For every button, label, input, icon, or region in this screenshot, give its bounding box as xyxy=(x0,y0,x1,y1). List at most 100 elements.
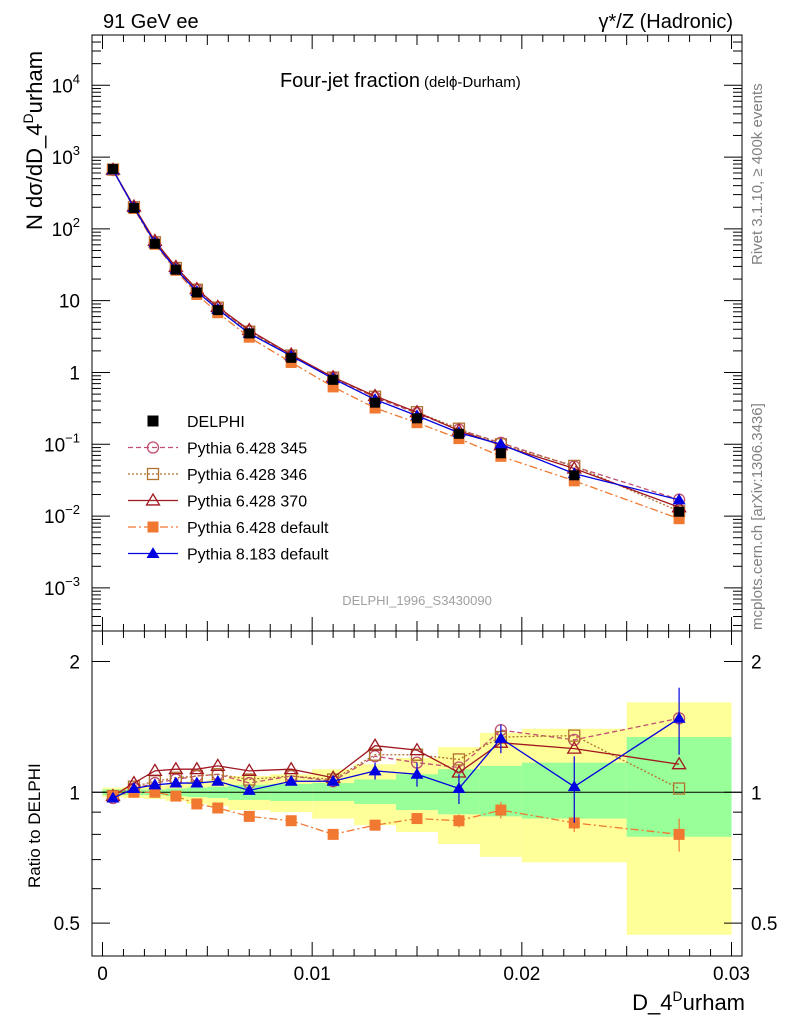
point-delphi xyxy=(128,203,139,214)
point-delphi xyxy=(674,506,685,517)
x-tick-label: 0 xyxy=(97,964,108,985)
point-delphi xyxy=(149,238,160,249)
ratio-point-pythia-6-428-370 xyxy=(409,742,425,756)
legend-marker-pythia-6-428-default xyxy=(147,521,159,533)
axis-ticks: 0 0.01 0.02 0.0310410310210110−110−210−30.5… xyxy=(44,34,777,985)
series-line-pythia-6-428-346 xyxy=(112,169,680,512)
ratio-point-pythia-6-428-default xyxy=(327,828,339,840)
ratio-point-pythia-6-428-370 xyxy=(367,737,383,751)
point-delphi xyxy=(286,352,297,363)
legend-label-pythia-8-183-default: Pythia 8.183 default xyxy=(187,547,329,564)
legend: DELPHI Pythia 6.428 345 Pythia 6.428 346 Py… xyxy=(128,414,329,564)
legend-marker-delphi xyxy=(147,415,159,427)
ratio-point-pythia-6-428-370 xyxy=(168,761,184,775)
ratio-point-pythia-6-428-370 xyxy=(566,740,582,754)
y-tick-label-ratio: 2 xyxy=(69,652,80,673)
ratio-point-pythia-8-183-default xyxy=(326,774,340,786)
point-delphi xyxy=(244,328,255,339)
point-delphi xyxy=(191,287,202,298)
mcplots-label: mcplots.cern.ch [arXiv:1306.3436] xyxy=(749,403,766,630)
top-series-group xyxy=(105,162,687,525)
ratio-point-pythia-6-428-default xyxy=(170,790,182,802)
y-tick-label-top: 1 xyxy=(69,363,80,384)
ratio-point-pythia-8-183-default xyxy=(148,778,162,790)
point-pythia-6-428-default xyxy=(369,402,381,414)
y-tick-label-top: 10 xyxy=(59,292,80,313)
ratio-point-pythia-8-183-default xyxy=(211,774,225,786)
chart-subtitle: (delϕ-Durham) xyxy=(424,74,521,91)
ratio-point-pythia-8-183-default xyxy=(106,791,120,803)
ratio-point-pythia-6-428-default xyxy=(149,786,161,798)
ratio-point-pythia-6-428-370 xyxy=(671,756,687,770)
ratio-point-pythia-8-183-default xyxy=(368,764,382,776)
legend-label-delphi: DELPHI xyxy=(187,414,245,431)
point-delphi xyxy=(412,413,422,424)
ratio-point-pythia-6-428-default xyxy=(212,802,224,814)
ratio-point-pythia-8-183-default xyxy=(190,776,204,788)
ratio-line-pythia-6-428-345 xyxy=(112,717,680,799)
ratio-point-pythia-6-428-default xyxy=(453,815,465,827)
y-tick-label-top: 10−2 xyxy=(44,502,80,528)
header-left: 91 GeV ee xyxy=(103,11,199,33)
point-delphi xyxy=(212,305,223,316)
y-axis-label-top: N dσ/dD_4Durham xyxy=(20,51,47,230)
legend-marker-pythia-6-428-346 xyxy=(146,467,160,481)
ratio-point-pythia-8-183-default xyxy=(452,782,466,793)
point-delphi xyxy=(569,470,580,481)
x-tick-label: 0.02 xyxy=(503,964,540,985)
ratio-point-pythia-6-428-default xyxy=(285,815,297,827)
x-axis-label: D_4Durham xyxy=(632,988,745,1015)
ratio-point-pythia-8-183-default xyxy=(127,782,141,793)
y-tick-label-ratio-right: 1 xyxy=(751,783,762,804)
point-pythia-8-183-default xyxy=(672,493,686,505)
ratio-point-pythia-6-428-default xyxy=(673,828,685,840)
y-tick-label-ratio: 1 xyxy=(69,783,80,804)
ratio-point-pythia-6-428-346 xyxy=(368,748,382,761)
ratio-point-pythia-6-428-default xyxy=(411,813,423,825)
legend-label-pythia-6-428-346: Pythia 6.428 346 xyxy=(187,467,307,484)
y-tick-label-top: 10−1 xyxy=(44,430,80,456)
ratio-point-pythia-6-428-default xyxy=(243,810,255,822)
top-panel-frame xyxy=(91,34,743,632)
point-pythia-6-428-default xyxy=(568,475,580,487)
point-delphi xyxy=(107,164,118,175)
uncertainty-bands xyxy=(92,702,742,935)
point-delphi xyxy=(495,448,506,459)
ratio-point-pythia-6-428-default xyxy=(495,804,507,816)
ratio-point-pythia-8-183-default xyxy=(284,774,298,786)
ratio-line-pythia-6-428-370 xyxy=(112,742,680,797)
y-axis-label-ratio: Ratio to DELPHI xyxy=(25,763,44,888)
legend-label-pythia-6-428-370: Pythia 6.428 370 xyxy=(187,494,307,511)
ratio-point-pythia-6-428-370 xyxy=(147,763,163,776)
ratio-point-pythia-6-428-370 xyxy=(189,761,205,775)
ratio-point-pythia-8-183-default xyxy=(672,711,686,723)
ratio-point-pythia-8-183-default xyxy=(410,767,424,779)
ratio-point-pythia-8-183-default xyxy=(169,776,183,788)
legend-label-pythia-6-428-345: Pythia 6.428 345 xyxy=(187,441,307,458)
y-tick-label-top: 102 xyxy=(52,215,80,241)
ratio-point-pythia-8-183-default xyxy=(242,783,256,795)
legend-marker-pythia-8-183-default xyxy=(146,547,160,558)
ratio-series-group xyxy=(105,687,687,852)
ratio-point-pythia-8-183-default xyxy=(567,780,581,792)
point-delphi xyxy=(453,428,464,439)
ratio-point-pythia-8-183-default xyxy=(494,732,508,743)
x-tick-label: 0.01 xyxy=(294,964,331,985)
ratio-point-pythia-6-428-default xyxy=(191,798,203,810)
ratio-point-pythia-6-428-370 xyxy=(241,763,257,776)
series-line-pythia-6-428-345 xyxy=(112,169,680,501)
y-tick-label-ratio: 0.5 xyxy=(54,914,80,935)
y-tick-label-top: 104 xyxy=(52,71,80,97)
point-delphi xyxy=(328,374,339,385)
y-tick-label-top: 10−3 xyxy=(44,574,80,600)
y-tick-label-top: 103 xyxy=(52,143,80,169)
analysis-watermark: DELPHI_1996_S3430090 xyxy=(342,593,492,608)
rivet-label: Rivet 3.1.10, ≥ 400k events xyxy=(749,83,766,265)
ratio-point-pythia-6-428-370 xyxy=(210,758,226,771)
legend-marker-pythia-6-428-370 xyxy=(145,492,161,506)
legend-marker-pythia-6-428-345 xyxy=(146,441,160,454)
point-delphi xyxy=(170,264,181,275)
chart-title: Four-jet fraction xyxy=(280,70,420,92)
point-pythia-6-428-default xyxy=(327,381,339,393)
